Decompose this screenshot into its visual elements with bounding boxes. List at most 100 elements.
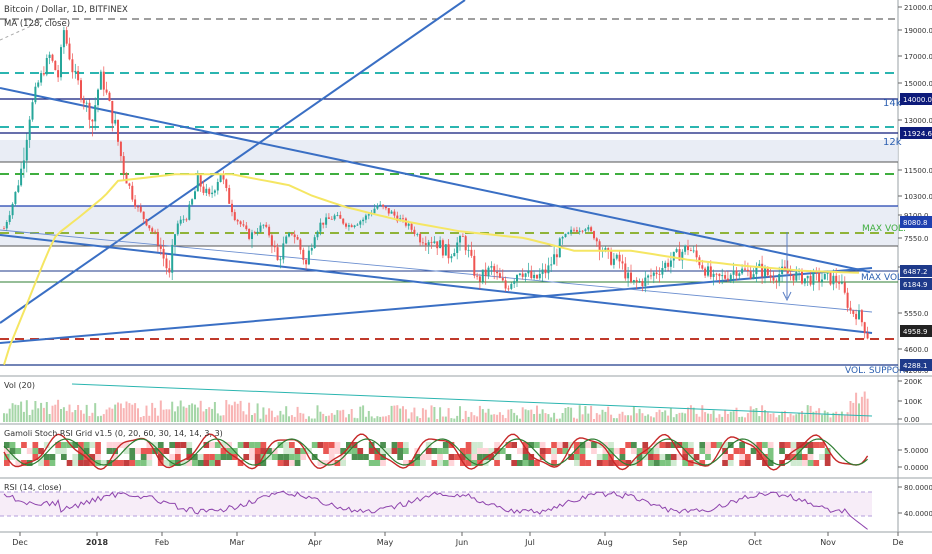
stoch-cell (796, 454, 802, 460)
candle (293, 230, 296, 244)
stoch-cell (824, 454, 831, 460)
stoch-cell (283, 460, 289, 466)
candle (863, 321, 866, 339)
stoch-cell (15, 460, 22, 466)
ma-label: MA (128, close) (4, 19, 70, 29)
candle (487, 265, 490, 280)
stoch-cell (574, 448, 580, 454)
stoch-cell (579, 448, 586, 454)
stoch-cell (534, 460, 540, 466)
volume-bar (256, 403, 259, 422)
candle (464, 234, 467, 255)
stoch-cell (254, 454, 261, 460)
stoch-cell (61, 454, 67, 460)
volume-bar (724, 409, 727, 422)
volume-bar (134, 403, 137, 422)
volume-bar (145, 405, 148, 422)
volume-trendline (71, 383, 873, 417)
candle (333, 213, 336, 221)
stoch-cell (528, 454, 535, 460)
volume-bar (627, 415, 630, 422)
stoch-cell (653, 442, 660, 448)
volume-bar (174, 411, 176, 422)
stoch-cell (767, 460, 774, 466)
stoch-cell (665, 460, 671, 466)
stoch-cell (534, 442, 540, 448)
stoch-cell (420, 454, 426, 460)
volume-bar (188, 404, 191, 422)
volume-bar (858, 403, 860, 422)
stoch-cell (328, 454, 335, 460)
candle (593, 230, 595, 241)
volume-bar (410, 412, 413, 422)
candle (587, 224, 590, 232)
volume-bar (715, 417, 718, 422)
candle (490, 261, 493, 275)
volume-bar (781, 411, 784, 422)
stoch-cell (9, 454, 16, 460)
stoch-cell (403, 448, 409, 454)
candle (122, 152, 125, 181)
volume-bar (792, 415, 795, 422)
volume-bar (504, 418, 507, 422)
trendline-rising-base (0, 267, 873, 344)
volume-bar (122, 408, 125, 422)
volume-bar (801, 411, 803, 422)
stoch-cell (254, 448, 261, 454)
stoch-cell (163, 448, 170, 454)
stoch-cell (511, 460, 517, 466)
sub-axis-tick: 40.0000 (904, 510, 932, 518)
candle (239, 220, 242, 227)
candle (117, 119, 119, 146)
volume-bar (80, 410, 82, 422)
candle (496, 264, 499, 280)
stoch-cell (397, 442, 403, 448)
volume-bar (325, 416, 328, 422)
volume-bar (838, 413, 841, 422)
candle (510, 282, 513, 291)
candle (390, 210, 393, 214)
stoch-cell (243, 442, 250, 448)
volume-bar (598, 414, 601, 422)
candle (111, 100, 114, 132)
stoch-cell (26, 448, 33, 454)
volume-bar (342, 409, 345, 422)
candle (225, 178, 228, 192)
volume-bar (424, 409, 427, 422)
time-tick: Mar (229, 538, 245, 547)
stoch-cell (722, 454, 728, 460)
volume-bar (362, 405, 365, 422)
candle (641, 278, 644, 292)
stoch-cell (648, 448, 654, 454)
candle (288, 231, 290, 238)
candle (273, 240, 276, 253)
candle (228, 184, 231, 204)
stoch-cell (334, 442, 341, 448)
volume-bar (156, 415, 159, 422)
stoch-cell (659, 460, 666, 466)
stoch-cell (49, 454, 56, 460)
stoch-cell (38, 448, 44, 454)
stoch-cell (579, 454, 586, 460)
stoch-cell (4, 442, 10, 448)
volume-bar (664, 410, 667, 422)
volume-bar (675, 414, 678, 422)
volume-bar (476, 416, 479, 422)
candle (339, 211, 342, 219)
stoch-cell (220, 448, 227, 454)
stoch-cell (203, 454, 210, 460)
stoch-cell (699, 460, 706, 466)
volume-bar (487, 408, 490, 422)
svg-text:4288.1: 4288.1 (903, 362, 928, 370)
candle (242, 220, 245, 228)
candle (721, 268, 724, 285)
stoch-cell (762, 442, 768, 448)
volume-bar (601, 409, 604, 422)
volume-bar (618, 413, 621, 422)
volume-bar (755, 408, 758, 422)
stoch-cell (118, 460, 124, 466)
stoch-cell (522, 460, 529, 466)
volume-bar (493, 414, 496, 422)
stoch-cell (653, 454, 660, 460)
stoch-cell (220, 442, 227, 448)
